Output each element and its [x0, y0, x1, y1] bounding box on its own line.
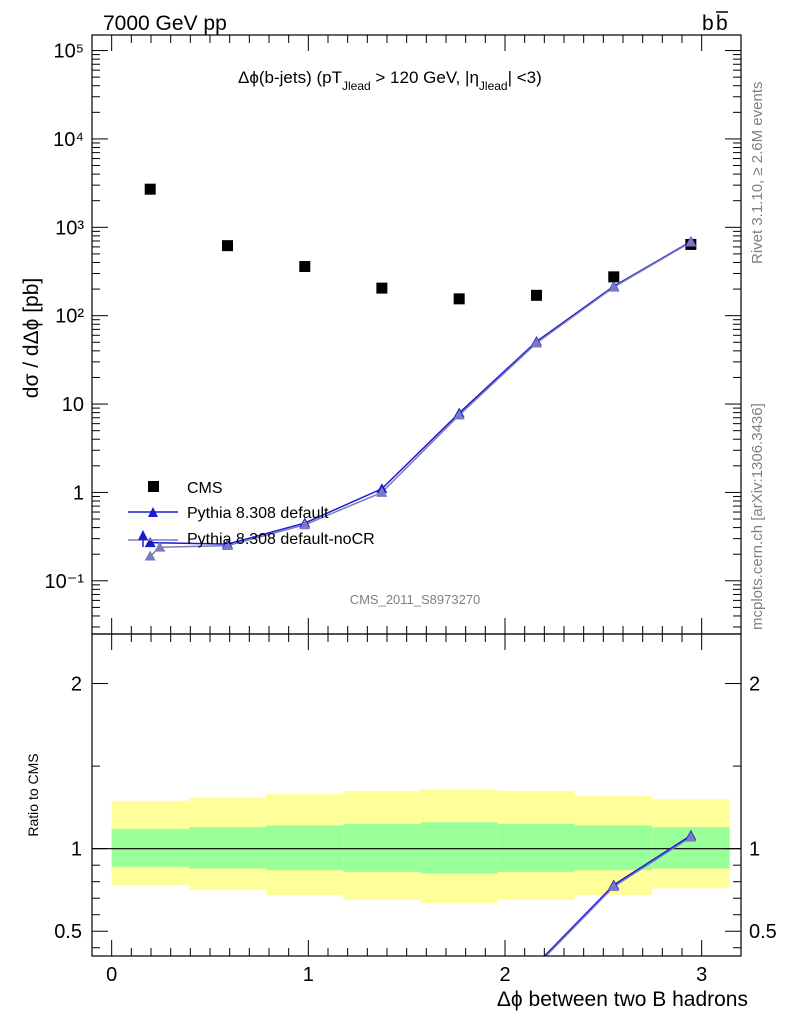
- ratio-y-tick-label-right: 0.5: [749, 921, 777, 943]
- ratio-ticks: [92, 634, 741, 956]
- main-y-axis-label: dσ / dΔϕ [pb]: [20, 278, 43, 398]
- ratio-series-line-0: [543, 834, 692, 956]
- plot-title: Δϕ(b-jets) (pTJlead > 120 GeV, |ηJlead| …: [238, 68, 542, 93]
- x-tick-label: 1: [303, 964, 314, 986]
- cms-data-point: [299, 261, 311, 273]
- mcplots-label: mcplots.cern.ch [arXiv:1306.3436]: [749, 403, 766, 630]
- x-tick-label: 2: [499, 964, 510, 986]
- ratio-tick-labels: 0.5 0.5 1 1 2 2 0 1 2 3: [54, 674, 777, 986]
- cms-data-point: [222, 240, 234, 252]
- pythia-data-point-2: [144, 550, 156, 561]
- main-data: [144, 183, 697, 561]
- stat-uncertainty-band: [266, 825, 344, 871]
- title-prefix: Δϕ(b-jets) (pT: [238, 68, 342, 87]
- main-y-tick-label: 10: [62, 394, 84, 416]
- legend-default-marker: [148, 507, 158, 517]
- ratio-frame: [91, 633, 742, 957]
- main-y-tick-labels: 10⁻¹ 1 10 10² 10³ 10⁴ 10⁵: [45, 41, 85, 593]
- main-panel: 10⁻¹ 1 10 10² 10³ 10⁴ 10⁵ dσ / dΔϕ [pb] Δϕ(b-j…: [20, 34, 742, 635]
- pythia-data-point-2: [299, 519, 311, 530]
- title-sub1: Jlead: [342, 79, 371, 93]
- rivet-label: Rivet 3.1.10, ≥ 2.6M events: [749, 82, 766, 265]
- main-y-tick-label: 10⁴: [53, 129, 84, 151]
- main-y-tick-label: 10⁻¹: [45, 571, 85, 593]
- cms-data-point: [608, 271, 620, 283]
- legend-cms-marker: [148, 481, 159, 492]
- title-suffix: | <3): [508, 68, 542, 87]
- ratio-data: [543, 829, 697, 956]
- cms-data-point: [530, 289, 542, 301]
- ratio-y-tick-label-left: 0.5: [54, 921, 82, 943]
- process-bbar: b: [716, 12, 728, 35]
- analysis-label: CMS_2011_S8973270: [350, 592, 481, 607]
- ratio-bands: [92, 789, 741, 904]
- stat-uncertainty-band: [575, 825, 653, 871]
- pythia-data-point-2: [222, 540, 234, 551]
- pythia-data-point-2: [530, 337, 542, 348]
- pythia-data-point-2: [608, 281, 620, 292]
- legend-default-label: Pythia 8.308 default: [187, 505, 329, 522]
- main-ticks: [92, 35, 741, 634]
- process-b: b: [702, 12, 714, 35]
- main-y-tick-label: 10³: [55, 217, 84, 239]
- pythia-data-point-2: [453, 409, 465, 420]
- pythia-data-point-2: [376, 486, 388, 497]
- stat-uncertainty-band: [420, 822, 498, 874]
- main-y-tick-label: 10⁵: [53, 41, 84, 63]
- ratio-y-axis-label: Ratio to CMS: [25, 753, 41, 836]
- cms-data-point: [376, 282, 388, 294]
- main-y-tick-label: 10²: [55, 306, 84, 328]
- ratio-data-point-1: [685, 831, 697, 842]
- stat-uncertainty-band: [497, 823, 576, 872]
- ratio-y-tick-label-right: 2: [749, 674, 760, 696]
- title-mid: > 120 GeV, |η: [371, 68, 479, 87]
- stat-uncertainty-band: [111, 828, 189, 867]
- legend: CMS Pythia 8.308 default Pythia 8.308 de…: [128, 480, 375, 548]
- pythia-data-point-2: [685, 236, 697, 247]
- ratio-series-line-1: [545, 836, 692, 956]
- cms-data-point: [453, 293, 465, 305]
- ratio-data-point-1: [608, 881, 620, 892]
- stat-uncertainty-band: [188, 827, 267, 869]
- x-tick-label: 0: [106, 964, 117, 986]
- energy-label: 7000 GeV pp: [103, 12, 227, 35]
- legend-nocr-marker: [138, 530, 148, 540]
- stat-uncertainty-band: [343, 823, 421, 872]
- main-series-line-1: [150, 240, 692, 545]
- cms-data-point: [144, 183, 156, 195]
- process-label: b b: [702, 11, 728, 35]
- ratio-series-group: [543, 829, 697, 956]
- ratio-y-tick-label-right: 1: [749, 839, 760, 861]
- legend-cms-label: CMS: [187, 480, 223, 497]
- x-axis-label: Δϕ between two B hadrons: [497, 988, 748, 1011]
- ratio-panel: 0.5 0.5 1 1 2 2 0 1 2 3 Ratio to CMS Δϕ between t…: [25, 633, 777, 1011]
- pythia-data-point-1: [144, 537, 156, 548]
- x-tick-label: 3: [696, 964, 707, 986]
- ratio-y-tick-label-left: 2: [71, 674, 82, 696]
- title-sub2: Jlead: [479, 79, 508, 93]
- ratio-y-tick-label-left: 1: [71, 839, 82, 861]
- pythia-data-point-2: [154, 541, 166, 552]
- main-y-tick-label: 1: [73, 482, 84, 504]
- legend-nocr-label: Pythia 8.308 default-noCR: [187, 531, 375, 548]
